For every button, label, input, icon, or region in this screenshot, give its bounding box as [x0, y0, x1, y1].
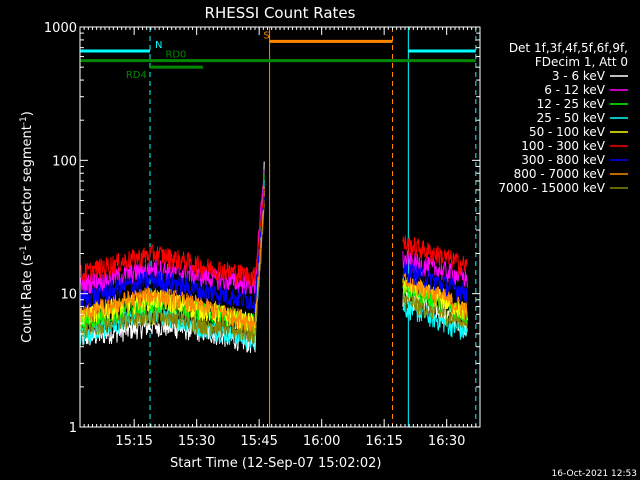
legend-entry-label: 3 - 6 keV [552, 69, 606, 83]
y-axis-label-sup1: -1 [19, 245, 29, 254]
series-line-post [402, 235, 468, 276]
flag-label: RD4 [126, 70, 147, 81]
y-axis-label-part1: Count Rate (s [20, 254, 35, 343]
footer-date: 16-Oct-2021 12:53 [552, 469, 637, 479]
y-tick-label: 1 [69, 421, 77, 436]
legend-entry-label: 300 - 800 keV [521, 153, 605, 167]
legend-header: Det 1f,3f,4f,5f,6f,9f, [509, 41, 628, 55]
legend-entry-label: 50 - 100 keV [529, 125, 606, 139]
x-tick-label: 16:30 [428, 434, 465, 449]
flag-label: N [155, 40, 162, 51]
x-tick-label: 16:15 [365, 434, 402, 449]
x-axis-label: Start Time (12-Sep-07 15:02:02) [170, 456, 381, 471]
legend-entry-label: 6 - 12 keV [544, 83, 606, 97]
flag-label: S [263, 30, 269, 41]
legend: Det 1f,3f,4f,5f,6f,9f,FDecim 1, Att 03 -… [498, 41, 628, 195]
x-tick-label: 15:15 [115, 434, 152, 449]
legend-header: FDecim 1, Att 0 [535, 55, 628, 69]
series-line-post [402, 300, 468, 340]
flag-label: RD0 [165, 50, 186, 61]
axes: 15:15 15:30 15:45 16:00 16:15 16:30 1 10 100 1000 [44, 21, 481, 449]
y-tick-label: 100 [52, 154, 77, 169]
series-line-post [402, 261, 468, 305]
y-axis-label-part2: detector segment [20, 125, 35, 245]
series-line-pre [79, 203, 265, 346]
y-axis-label-part3: ) [20, 111, 35, 116]
series-line-pre [79, 194, 265, 335]
y-tick-label: 10 [60, 288, 77, 303]
series-line-post [402, 293, 468, 331]
legend-entry-label: 12 - 25 keV [537, 97, 606, 111]
x-tick-label: 16:00 [303, 434, 340, 449]
chart-title: RHESSI Count Rates [205, 4, 356, 22]
x-tick-label: 15:30 [178, 434, 215, 449]
series-line-pre [79, 188, 265, 287]
y-tick-label: 1000 [44, 21, 77, 36]
legend-entry-label: 25 - 50 keV [537, 111, 606, 125]
x-tick-label: 15:45 [240, 434, 277, 449]
legend-entry-label: 800 - 7000 keV [514, 167, 606, 181]
y-axis-label: Count Rate (s-1 detector segment-1) [19, 111, 35, 343]
series-line-post [402, 272, 468, 320]
legend-entry-label: 100 - 300 keV [521, 139, 605, 153]
series-curves [79, 161, 468, 353]
legend-entry-label: 7000 - 15000 keV [498, 181, 605, 195]
series-line-pre [79, 196, 265, 313]
y-axis-label-sup2: -1 [19, 116, 29, 125]
